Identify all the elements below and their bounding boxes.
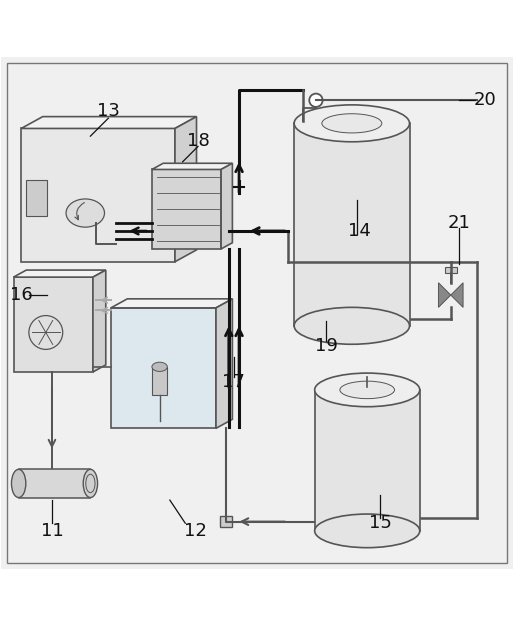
- Polygon shape: [152, 367, 167, 395]
- Polygon shape: [445, 267, 457, 273]
- Ellipse shape: [294, 307, 410, 344]
- Polygon shape: [216, 299, 232, 428]
- Polygon shape: [93, 270, 106, 372]
- Ellipse shape: [315, 373, 420, 407]
- Text: 15: 15: [369, 514, 392, 532]
- Text: 13: 13: [97, 101, 120, 120]
- Text: 17: 17: [223, 373, 245, 391]
- Text: 11: 11: [41, 522, 63, 540]
- Ellipse shape: [83, 470, 98, 498]
- Polygon shape: [221, 163, 232, 249]
- Ellipse shape: [294, 105, 410, 141]
- Polygon shape: [438, 283, 451, 307]
- Ellipse shape: [152, 362, 167, 371]
- Text: 16: 16: [10, 286, 32, 304]
- Text: 18: 18: [187, 132, 209, 150]
- Circle shape: [309, 94, 323, 107]
- Text: 12: 12: [184, 522, 207, 540]
- Ellipse shape: [340, 381, 395, 399]
- Text: 14: 14: [348, 222, 371, 240]
- Text: 19: 19: [315, 337, 338, 356]
- Polygon shape: [315, 390, 420, 531]
- Ellipse shape: [66, 199, 104, 227]
- Polygon shape: [13, 270, 106, 277]
- Polygon shape: [152, 163, 232, 170]
- Polygon shape: [451, 283, 463, 307]
- Polygon shape: [13, 277, 93, 372]
- Polygon shape: [26, 180, 47, 215]
- Polygon shape: [1, 57, 513, 569]
- Polygon shape: [111, 308, 216, 428]
- Polygon shape: [152, 170, 221, 249]
- Polygon shape: [111, 299, 232, 308]
- Polygon shape: [21, 128, 175, 262]
- Polygon shape: [220, 516, 232, 527]
- Ellipse shape: [315, 514, 420, 548]
- Text: 20: 20: [474, 91, 497, 110]
- Polygon shape: [175, 116, 196, 262]
- Ellipse shape: [11, 470, 26, 498]
- Polygon shape: [19, 470, 90, 498]
- Text: 21: 21: [448, 214, 471, 232]
- Polygon shape: [21, 116, 196, 128]
- Polygon shape: [294, 123, 410, 326]
- Ellipse shape: [322, 114, 382, 133]
